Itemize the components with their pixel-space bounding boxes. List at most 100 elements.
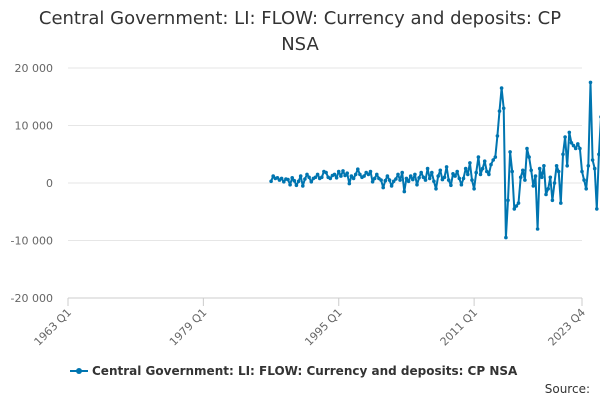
data-point <box>455 169 460 174</box>
data-point <box>334 176 339 180</box>
data-point <box>466 172 470 177</box>
x-tick-label: 2011 Q1 <box>438 306 481 349</box>
data-point <box>556 169 561 174</box>
data-point <box>379 178 383 182</box>
data-point <box>453 174 457 178</box>
legend-swatch-marker <box>76 368 82 374</box>
data-point <box>288 182 292 187</box>
data-point <box>356 167 360 171</box>
series-line <box>270 81 600 239</box>
data-point <box>347 181 352 186</box>
data-point <box>531 184 536 188</box>
data-point <box>495 134 500 138</box>
data-point <box>508 150 512 154</box>
data-point <box>368 169 373 174</box>
data-point <box>372 176 377 181</box>
data-point <box>559 201 563 205</box>
y-tick-label: 10 000 <box>15 120 54 133</box>
data-point <box>324 170 328 175</box>
data-point <box>387 178 392 182</box>
data-point <box>315 172 320 177</box>
data-point <box>341 169 345 173</box>
data-point <box>580 169 584 174</box>
data-point <box>343 173 347 178</box>
data-point <box>305 172 309 177</box>
data-point <box>298 174 303 178</box>
data-point <box>554 164 559 168</box>
data-point <box>417 176 421 180</box>
data-point <box>512 207 517 211</box>
data-point <box>301 184 305 188</box>
data-point <box>474 170 479 175</box>
data-point <box>358 172 362 177</box>
data-point <box>353 172 358 177</box>
legend-label: Central Government: LI: FLOW: Currency a… <box>92 364 518 378</box>
data-point <box>432 179 436 184</box>
data-point <box>584 187 588 191</box>
data-point <box>332 172 337 177</box>
data-point <box>404 176 409 181</box>
data-point <box>362 174 366 178</box>
data-point <box>345 171 350 175</box>
data-point <box>451 172 455 176</box>
data-point <box>320 175 324 180</box>
data-point <box>457 176 462 181</box>
data-point <box>396 172 400 177</box>
data-point <box>398 178 402 182</box>
data-point <box>389 184 394 188</box>
data-point <box>449 183 453 188</box>
data-point <box>370 180 375 184</box>
data-point <box>406 179 411 184</box>
data-point <box>470 178 474 182</box>
chart-title: Central Government: LI: FLOW: Currency a… <box>38 8 562 55</box>
data-point <box>537 166 542 171</box>
data-point <box>381 185 386 190</box>
data-point <box>419 170 424 175</box>
data-point <box>351 176 356 181</box>
data-point <box>366 172 371 177</box>
data-point <box>590 158 595 162</box>
data-point <box>533 174 538 178</box>
x-tick-label: 2023 Q4 <box>546 306 589 349</box>
data-point <box>394 177 398 181</box>
data-point <box>552 181 557 185</box>
data-point <box>563 135 567 139</box>
data-point <box>595 207 599 211</box>
data-point <box>286 177 290 182</box>
data-point <box>425 166 430 171</box>
data-point <box>436 174 441 178</box>
data-point <box>535 227 540 231</box>
data-point <box>402 189 407 194</box>
x-tick-label: 1979 Q1 <box>167 306 210 349</box>
legend[interactable]: Central Government: LI: FLOW: Currency a… <box>70 364 517 378</box>
data-point <box>482 159 487 163</box>
data-point <box>521 168 525 173</box>
data-point <box>463 166 468 171</box>
data-point <box>506 198 510 203</box>
data-point <box>303 177 307 181</box>
data-point <box>440 177 445 182</box>
data-point <box>444 165 449 169</box>
data-point <box>411 177 415 182</box>
data-point <box>391 179 396 184</box>
data-point <box>586 164 591 168</box>
data-point <box>438 168 443 173</box>
data-point <box>296 179 301 184</box>
data-point <box>514 204 519 208</box>
source-label: Source: <box>544 382 590 396</box>
data-point <box>271 174 276 178</box>
y-tick-label: 20 000 <box>15 62 54 75</box>
data-point <box>427 176 432 181</box>
data-point <box>480 166 485 171</box>
data-point <box>446 178 451 182</box>
data-point <box>434 187 438 191</box>
data-point <box>400 170 405 175</box>
data-point <box>307 175 311 180</box>
data-point <box>529 168 533 173</box>
y-tick-label: -10 000 <box>11 235 53 248</box>
data-point <box>523 178 527 182</box>
data-point <box>493 155 498 159</box>
data-point <box>544 192 548 197</box>
data-point <box>269 179 273 184</box>
